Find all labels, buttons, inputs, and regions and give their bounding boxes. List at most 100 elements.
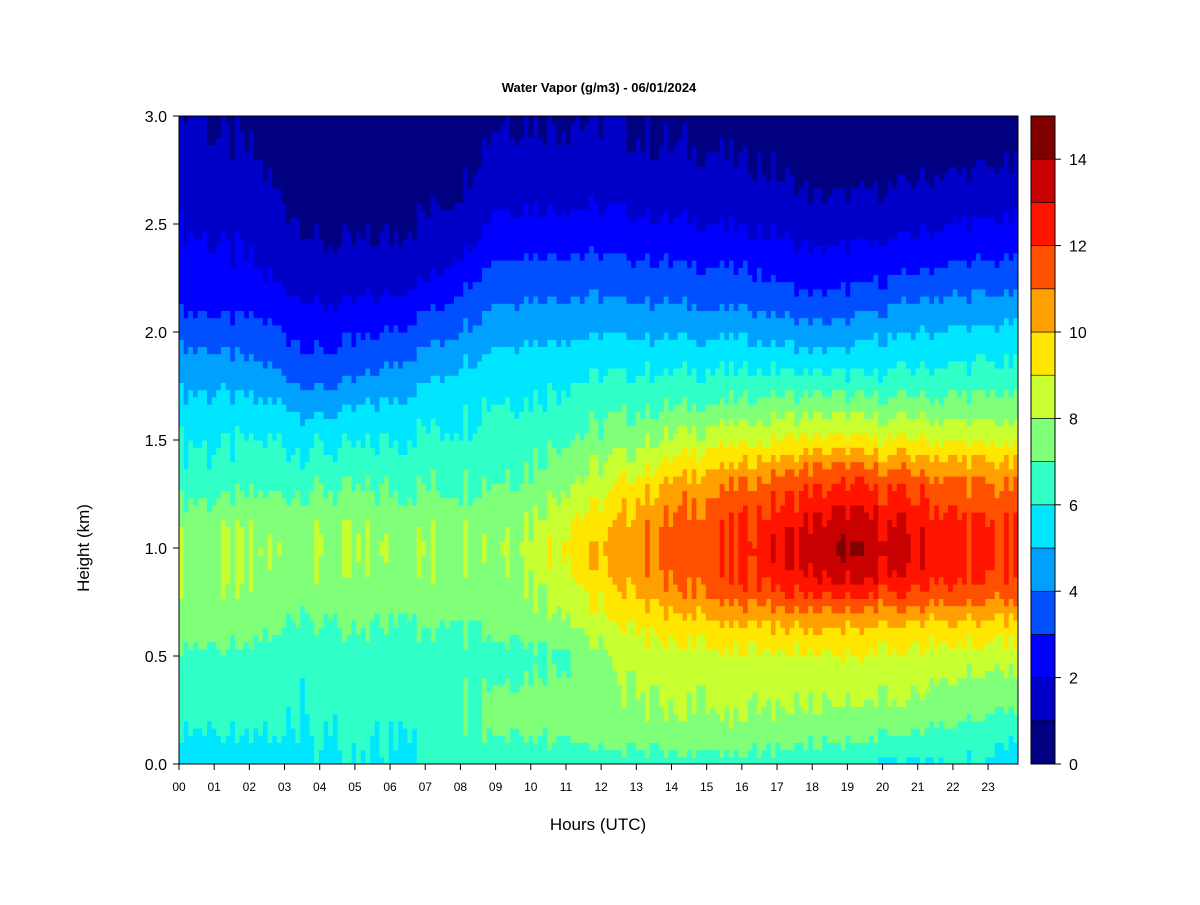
heatmap-cell [216, 116, 222, 124]
heatmap-cell [179, 202, 185, 211]
heatmap-cell [234, 202, 241, 211]
heatmap-cell [272, 404, 278, 412]
heatmap-cell [230, 195, 236, 203]
heatmap-cell [216, 353, 222, 362]
heatmap-cell [230, 756, 236, 764]
heatmap-cell [337, 404, 343, 412]
heatmap-cell [384, 612, 390, 621]
heatmap-cell [267, 548, 273, 556]
heatmap-cell [258, 252, 264, 261]
heatmap-cell [244, 728, 250, 736]
heatmap-cell [360, 533, 367, 542]
heatmap-cell [211, 663, 217, 671]
heatmap-cell [384, 245, 390, 254]
heatmap-cell [384, 238, 390, 247]
heatmap-cell [295, 634, 301, 643]
heatmap-cell [402, 519, 408, 527]
heatmap-cell [206, 634, 213, 643]
heatmap-cell [360, 411, 367, 419]
heatmap-cell [258, 483, 264, 491]
heatmap-cell [286, 173, 292, 182]
heatmap-cell [304, 504, 311, 513]
heatmap-cell [202, 404, 208, 412]
heatmap-cell [379, 252, 385, 261]
heatmap-cell [337, 634, 343, 643]
heatmap-cell [384, 533, 390, 542]
heatmap-cell [430, 663, 436, 671]
heatmap-cell [211, 627, 217, 635]
heatmap-cell [262, 353, 269, 362]
heatmap-cell [407, 749, 413, 758]
heatmap-cell [225, 231, 231, 239]
heatmap-cell [202, 440, 208, 448]
heatmap-cell [332, 396, 339, 405]
heatmap-cell [360, 274, 367, 283]
heatmap-cell [258, 476, 264, 484]
heatmap-cell [286, 389, 292, 398]
heatmap-cell [300, 332, 306, 340]
heatmap-cell [211, 692, 217, 700]
heatmap-cell [430, 209, 436, 218]
heatmap-cell [426, 317, 432, 326]
heatmap-cell [342, 389, 348, 398]
heatmap-cell [314, 504, 320, 513]
heatmap-cell [374, 144, 381, 153]
heatmap-cell [258, 497, 264, 506]
heatmap-cell [281, 612, 287, 621]
heatmap-cell [216, 468, 222, 477]
heatmap-cell [379, 332, 385, 340]
heatmap-cell [192, 137, 199, 146]
heatmap-cell [314, 267, 320, 275]
heatmap-cell [248, 512, 255, 520]
heatmap-cell [416, 202, 422, 211]
heatmap-cell [267, 281, 273, 290]
heatmap-cell [192, 749, 199, 758]
heatmap-cell [192, 252, 199, 261]
heatmap-cell [276, 116, 283, 124]
heatmap-cell [188, 483, 194, 491]
heatmap-cell [332, 288, 339, 297]
heatmap-cell [239, 497, 245, 506]
heatmap-cell [295, 317, 301, 326]
heatmap-cell [197, 432, 203, 441]
heatmap-cell [384, 281, 390, 290]
heatmap-cell [370, 641, 376, 650]
heatmap-cell [314, 440, 320, 448]
heatmap-cell [197, 224, 203, 232]
heatmap-cell [295, 382, 301, 391]
heatmap-cell [300, 123, 306, 131]
heatmap-cell [262, 533, 269, 542]
heatmap-cell [197, 202, 203, 211]
heatmap-cell [351, 468, 357, 477]
heatmap-cell [290, 504, 297, 513]
heatmap-cell [370, 612, 376, 621]
heatmap-cell [370, 562, 376, 571]
heatmap-cell [365, 339, 371, 347]
heatmap-cell [225, 274, 231, 283]
heatmap-cell [374, 749, 381, 758]
heatmap-cell [332, 303, 339, 311]
heatmap-cell [365, 324, 371, 333]
heatmap-cell [272, 353, 278, 362]
heatmap-cell [276, 468, 283, 477]
heatmap-cell [234, 245, 241, 254]
heatmap-cell [323, 684, 329, 693]
heatmap-cell [360, 267, 367, 275]
heatmap-cell [230, 360, 236, 369]
heatmap-cell [426, 713, 432, 722]
heatmap-cell [225, 706, 231, 715]
heatmap-cell [379, 375, 385, 383]
heatmap-cell [342, 684, 348, 693]
heatmap-cell [267, 562, 273, 571]
heatmap-cell [398, 332, 404, 340]
heatmap-cell [356, 303, 362, 311]
heatmap-cell [272, 425, 278, 434]
heatmap-cell [188, 627, 194, 635]
heatmap-cell [426, 540, 432, 549]
heatmap-cell [426, 281, 432, 290]
heatmap-cell [197, 267, 203, 275]
heatmap-cell [356, 627, 362, 635]
heatmap-cell [179, 634, 185, 643]
heatmap-cell [192, 598, 199, 607]
heatmap-cell [211, 303, 217, 311]
